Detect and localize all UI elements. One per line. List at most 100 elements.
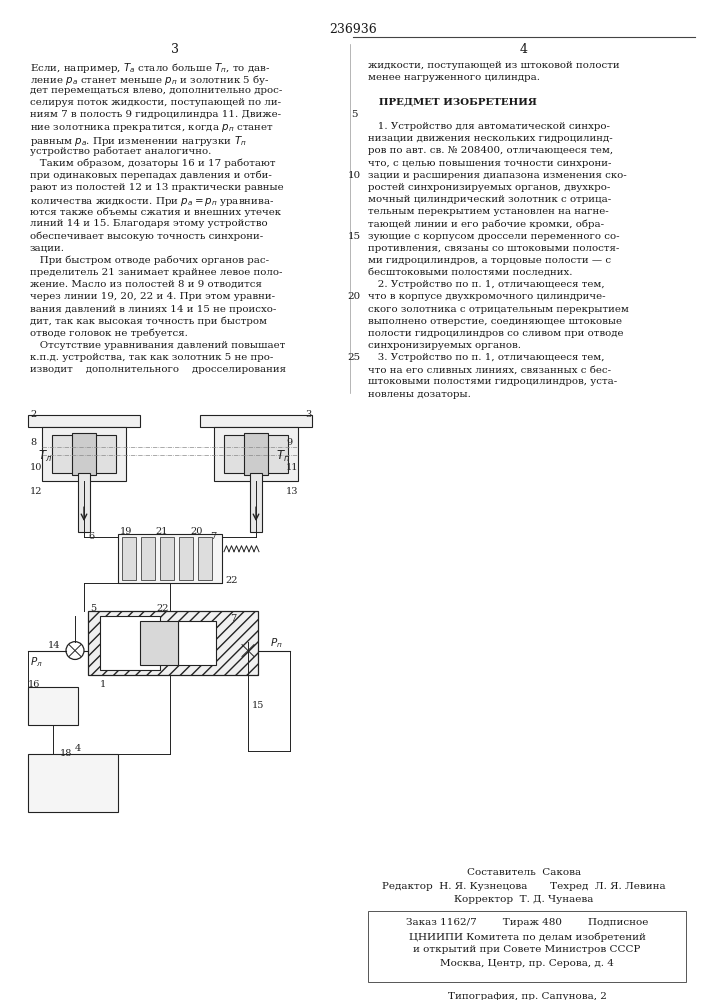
Text: ются также объемы сжатия и внешних утечек: ются также объемы сжатия и внешних утече… (30, 207, 281, 217)
Text: 4: 4 (75, 744, 81, 753)
Text: Отсутствие уравнивания давлений повышает: Отсутствие уравнивания давлений повышает (30, 341, 285, 350)
Bar (100, 616, 160, 670)
Text: Если, например, $T_а$ стало больше $T_п$, то дав-: Если, например, $T_а$ стало больше $T_п$… (30, 61, 270, 75)
Text: количества жидкости. При $p_а = p_п$ уравнива-: количества жидкости. При $p_а = p_п$ ура… (30, 195, 274, 208)
Text: ЦНИИПИ Комитета по делам изобретений: ЦНИИПИ Комитета по делам изобретений (409, 932, 645, 942)
Text: 236936: 236936 (329, 23, 377, 36)
Bar (178, 621, 216, 665)
Text: изводит    дополнительного    дросселирования: изводит дополнительного дросселирования (30, 365, 286, 374)
Text: устройство работает аналогично.: устройство работает аналогично. (30, 146, 211, 156)
Bar (200, 415, 312, 427)
Text: к.п.д. устройства, так как золотник 5 не про-: к.п.д. устройства, так как золотник 5 не… (30, 353, 274, 362)
Text: 19: 19 (120, 527, 132, 536)
Bar (198, 537, 212, 580)
Text: полости гидроцилиндров со сливом при отводе: полости гидроцилиндров со сливом при отв… (368, 329, 624, 338)
Text: 7: 7 (230, 614, 236, 623)
Text: $P_{п}$: $P_{п}$ (270, 637, 283, 650)
Bar (28, 415, 140, 427)
Text: Корректор  Т. Д. Чунаева: Корректор Т. Д. Чунаева (455, 895, 594, 904)
Text: ниям 7 в полость 9 гидроцилиндра 11. Движе-: ниям 7 в полость 9 гидроцилиндра 11. Дви… (30, 110, 281, 119)
Text: ПРЕДМЕТ ИЗОБРЕТЕНИЯ: ПРЕДМЕТ ИЗОБРЕТЕНИЯ (368, 98, 537, 107)
Text: дит, так как высокая точность при быстром: дит, так как высокая точность при быстро… (30, 317, 267, 326)
Text: $T_{л}$: $T_{л}$ (38, 449, 52, 464)
Text: $T_{п}$: $T_{п}$ (276, 449, 291, 464)
Text: Таким образом, дозаторы 16 и 17 работают: Таким образом, дозаторы 16 и 17 работают (30, 159, 276, 168)
Text: 20: 20 (190, 527, 202, 536)
Text: $P_{л}$: $P_{л}$ (30, 655, 42, 669)
Text: 13: 13 (286, 487, 298, 496)
Text: 18: 18 (60, 749, 72, 758)
Text: что, с целью повышения точности синхрони-: что, с целью повышения точности синхрони… (368, 159, 612, 168)
Text: 3. Устройство по п. 1, отличающееся тем,: 3. Устройство по п. 1, отличающееся тем, (368, 353, 604, 362)
Text: 3: 3 (171, 43, 179, 56)
Bar (214, 427, 298, 481)
Text: Заказ 1162/7        Тираж 480        Подписное: Заказ 1162/7 Тираж 480 Подписное (406, 918, 648, 927)
Bar (244, 433, 268, 475)
Text: ского золотника с отрицательным перекрытием: ского золотника с отрицательным перекрыт… (368, 305, 629, 314)
Text: ростей синхронизируемых органов, двухкро-: ростей синхронизируемых органов, двухкро… (368, 183, 610, 192)
Text: ние золотника прекратится, когда $p_п$ станет: ние золотника прекратится, когда $p_п$ с… (30, 122, 274, 134)
Text: обеспечивает высокую точность синхрони-: обеспечивает высокую точность синхрони- (30, 232, 263, 241)
Text: ров по авт. св. № 208400, отличающееся тем,: ров по авт. св. № 208400, отличающееся т… (368, 146, 613, 155)
Bar (28, 687, 78, 725)
Text: зующие с корпусом дроссели переменного со-: зующие с корпусом дроссели переменного с… (368, 232, 619, 241)
Text: бесштоковыми полостями последних.: бесштоковыми полостями последних. (368, 268, 573, 277)
Text: 8: 8 (30, 438, 36, 447)
Bar (118, 534, 222, 583)
Text: тающей линии и его рабочие кромки, обра-: тающей линии и его рабочие кромки, обра- (368, 219, 604, 229)
Text: отводе головок не требуется.: отводе головок не требуется. (30, 329, 188, 338)
Text: противления, связаны со штоковыми полостя-: противления, связаны со штоковыми полост… (368, 244, 619, 253)
Text: низации движения нескольких гидроцилинд-: низации движения нескольких гидроцилинд- (368, 134, 613, 143)
Text: 14: 14 (48, 641, 61, 650)
Text: равным $p_а$. При изменении нагрузки $T_п$: равным $p_а$. При изменении нагрузки $T_… (30, 134, 247, 148)
Text: 6: 6 (88, 532, 94, 541)
Text: 22: 22 (225, 576, 238, 585)
Text: новлены дозаторы.: новлены дозаторы. (368, 390, 471, 399)
Text: что на его сливных линиях, связанных с бес-: что на его сливных линиях, связанных с б… (368, 365, 611, 374)
Text: При быстром отводе рабочих органов рас-: При быстром отводе рабочих органов рас- (30, 256, 269, 265)
Bar (52, 435, 116, 473)
Bar (160, 537, 174, 580)
Bar (140, 621, 178, 665)
Text: Типография, пр. Сапунова, 2: Типография, пр. Сапунова, 2 (448, 992, 607, 1000)
Text: и открытий при Совете Министров СССР: и открытий при Совете Министров СССР (414, 945, 641, 954)
Bar (88, 611, 258, 675)
Text: 21: 21 (155, 527, 168, 536)
Text: линий 14 и 15. Благодаря этому устройство: линий 14 и 15. Благодаря этому устройств… (30, 219, 268, 228)
Text: селируя поток жидкости, поступающей по ли-: селируя поток жидкости, поступающей по л… (30, 98, 281, 107)
Bar (78, 473, 90, 532)
Text: 3: 3 (305, 410, 311, 419)
Text: выполнено отверстие, соединяющее штоковые: выполнено отверстие, соединяющее штоковы… (368, 317, 622, 326)
Bar (224, 435, 288, 473)
Text: 11: 11 (286, 463, 298, 472)
Text: Составитель  Сакова: Составитель Сакова (467, 868, 581, 877)
Text: вания давлений в линиях 14 и 15 не происхо-: вания давлений в линиях 14 и 15 не проис… (30, 305, 276, 314)
Text: что в корпусе двухкромочного цилиндриче-: что в корпусе двухкромочного цилиндриче- (368, 292, 606, 301)
Text: 15: 15 (347, 232, 361, 241)
Bar (179, 537, 193, 580)
Text: 16: 16 (28, 680, 40, 689)
Text: 12: 12 (30, 487, 42, 496)
Text: 22: 22 (156, 604, 168, 613)
Text: жение. Масло из полостей 8 и 9 отводится: жение. Масло из полостей 8 и 9 отводится (30, 280, 262, 289)
Text: 10: 10 (347, 171, 361, 180)
Text: мочный цилиндрический золотник с отрица-: мочный цилиндрический золотник с отрица- (368, 195, 612, 204)
Bar (368, 911, 686, 982)
Bar (141, 537, 155, 580)
Text: Редактор  Н. Я. Кузнецова       Техред  Л. Я. Левина: Редактор Н. Я. Кузнецова Техред Л. Я. Ле… (382, 882, 666, 891)
Bar (72, 433, 96, 475)
Text: 5: 5 (90, 604, 96, 613)
Text: ление $p_а$ станет меньше $p_п$ и золотник 5 бу-: ление $p_а$ станет меньше $p_п$ и золотн… (30, 73, 270, 87)
Text: тельным перекрытием установлен на нагне-: тельным перекрытием установлен на нагне- (368, 207, 609, 216)
Text: штоковыми полостями гидроцилиндров, уста-: штоковыми полостями гидроцилиндров, уста… (368, 377, 617, 386)
Text: 15: 15 (252, 701, 264, 710)
Text: пределитель 21 занимает крайнее левое поло-: пределитель 21 занимает крайнее левое по… (30, 268, 283, 277)
Text: 20: 20 (347, 292, 361, 301)
Text: зации.: зации. (30, 244, 65, 253)
Text: 2: 2 (30, 410, 36, 419)
Bar (122, 537, 136, 580)
Text: ми гидроцилиндров, а торцовые полости — с: ми гидроцилиндров, а торцовые полости — … (368, 256, 611, 265)
Text: дет перемещаться влево, дополнительно дрос-: дет перемещаться влево, дополнительно др… (30, 86, 282, 95)
Text: 7: 7 (210, 532, 216, 541)
Text: синхронизируемых органов.: синхронизируемых органов. (368, 341, 521, 350)
